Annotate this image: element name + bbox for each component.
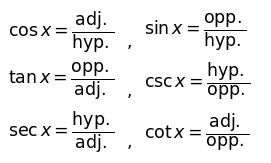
Text: $\mathrm{sec}\,x = \dfrac{\mathregular{hyp.}}{\mathregular{adj.}}$: $\mathrm{sec}\,x = \dfrac{\mathregular{h… xyxy=(8,109,115,155)
Text: $\mathrm{cos}\,x = \dfrac{\mathregular{adj.}}{\mathregular{hyp.}}$: $\mathrm{cos}\,x = \dfrac{\mathregular{a… xyxy=(8,10,115,55)
Text: $,$: $,$ xyxy=(126,133,132,151)
Text: $,$: $,$ xyxy=(126,82,132,100)
Text: $\mathrm{tan}\,x = \dfrac{\mathregular{opp.}}{\mathregular{adj.}}$: $\mathrm{tan}\,x = \dfrac{\mathregular{o… xyxy=(8,61,115,102)
Text: $,$: $,$ xyxy=(126,33,132,51)
Text: $\mathrm{cot}\,x = \dfrac{\mathregular{adj.}}{\mathregular{opp.}}$: $\mathrm{cot}\,x = \dfrac{\mathregular{a… xyxy=(144,111,249,153)
Text: $\mathrm{sin}\,x = \dfrac{\mathregular{opp.}}{\mathregular{hyp.}}$: $\mathrm{sin}\,x = \dfrac{\mathregular{o… xyxy=(144,12,247,53)
Text: $\mathrm{csc}\,x = \dfrac{\mathregular{hyp.}}{\mathregular{opp.}}$: $\mathrm{csc}\,x = \dfrac{\mathregular{h… xyxy=(144,61,250,102)
